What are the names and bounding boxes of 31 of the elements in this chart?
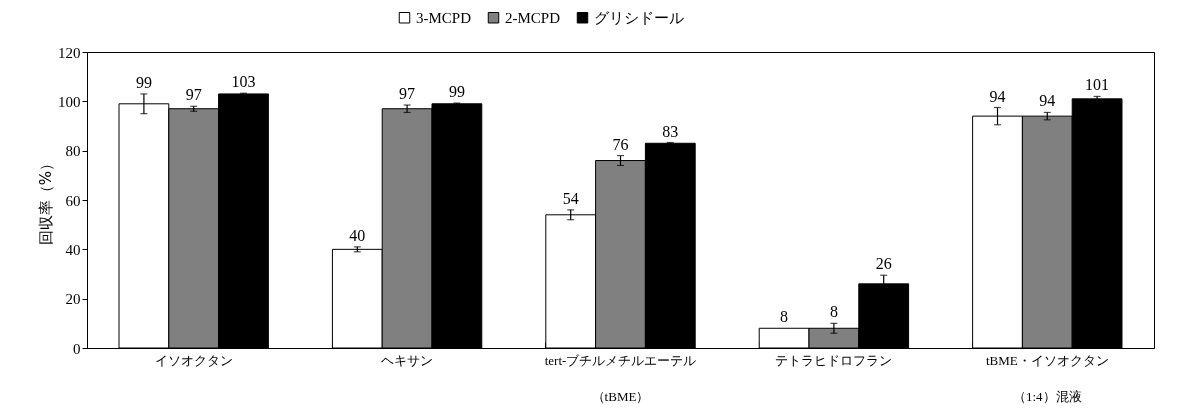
data-label: 54 bbox=[562, 189, 579, 207]
data-label: 94 bbox=[989, 87, 1006, 105]
y-tick-label: 40 bbox=[65, 241, 81, 258]
data-label: 40 bbox=[349, 226, 366, 244]
y-tick-label: 120 bbox=[58, 44, 81, 61]
data-label: 83 bbox=[662, 122, 679, 140]
category-label: tert-ブチルメチルエーテル（tBME） bbox=[544, 352, 697, 404]
y-tick-label: 100 bbox=[58, 93, 81, 110]
y-tick-label: 80 bbox=[65, 143, 81, 160]
data-label: 8 bbox=[780, 308, 789, 326]
x-tick-label: イソオクタン bbox=[154, 352, 233, 368]
category-label: tBME・イソオクタン（1:4）混液 bbox=[985, 352, 1109, 404]
data-label: 97 bbox=[185, 86, 202, 104]
y-tick-label: 60 bbox=[65, 192, 81, 209]
data-label: 26 bbox=[875, 255, 892, 273]
legend-label: グリシドール bbox=[594, 9, 684, 26]
y-tick-label: 0 bbox=[73, 340, 81, 357]
x-tick-label: テトラヒドロフラン bbox=[775, 352, 893, 368]
data-label: 76 bbox=[612, 135, 629, 153]
data-label: 101 bbox=[1085, 76, 1110, 94]
legend-label: 3-MCPD bbox=[416, 9, 472, 26]
data-label: 99 bbox=[135, 73, 152, 91]
legend-label: 2-MCPD bbox=[505, 9, 561, 26]
y-axis-title: 回収率（%） bbox=[37, 155, 55, 246]
data-label: 97 bbox=[399, 85, 416, 103]
data-label: 8 bbox=[829, 303, 838, 321]
data-label: 103 bbox=[231, 73, 256, 91]
data-label: 99 bbox=[448, 83, 465, 101]
y-tick-label: 20 bbox=[65, 291, 81, 308]
data-label: 94 bbox=[1039, 92, 1056, 110]
x-tick-label: ヘキサン bbox=[381, 352, 434, 368]
